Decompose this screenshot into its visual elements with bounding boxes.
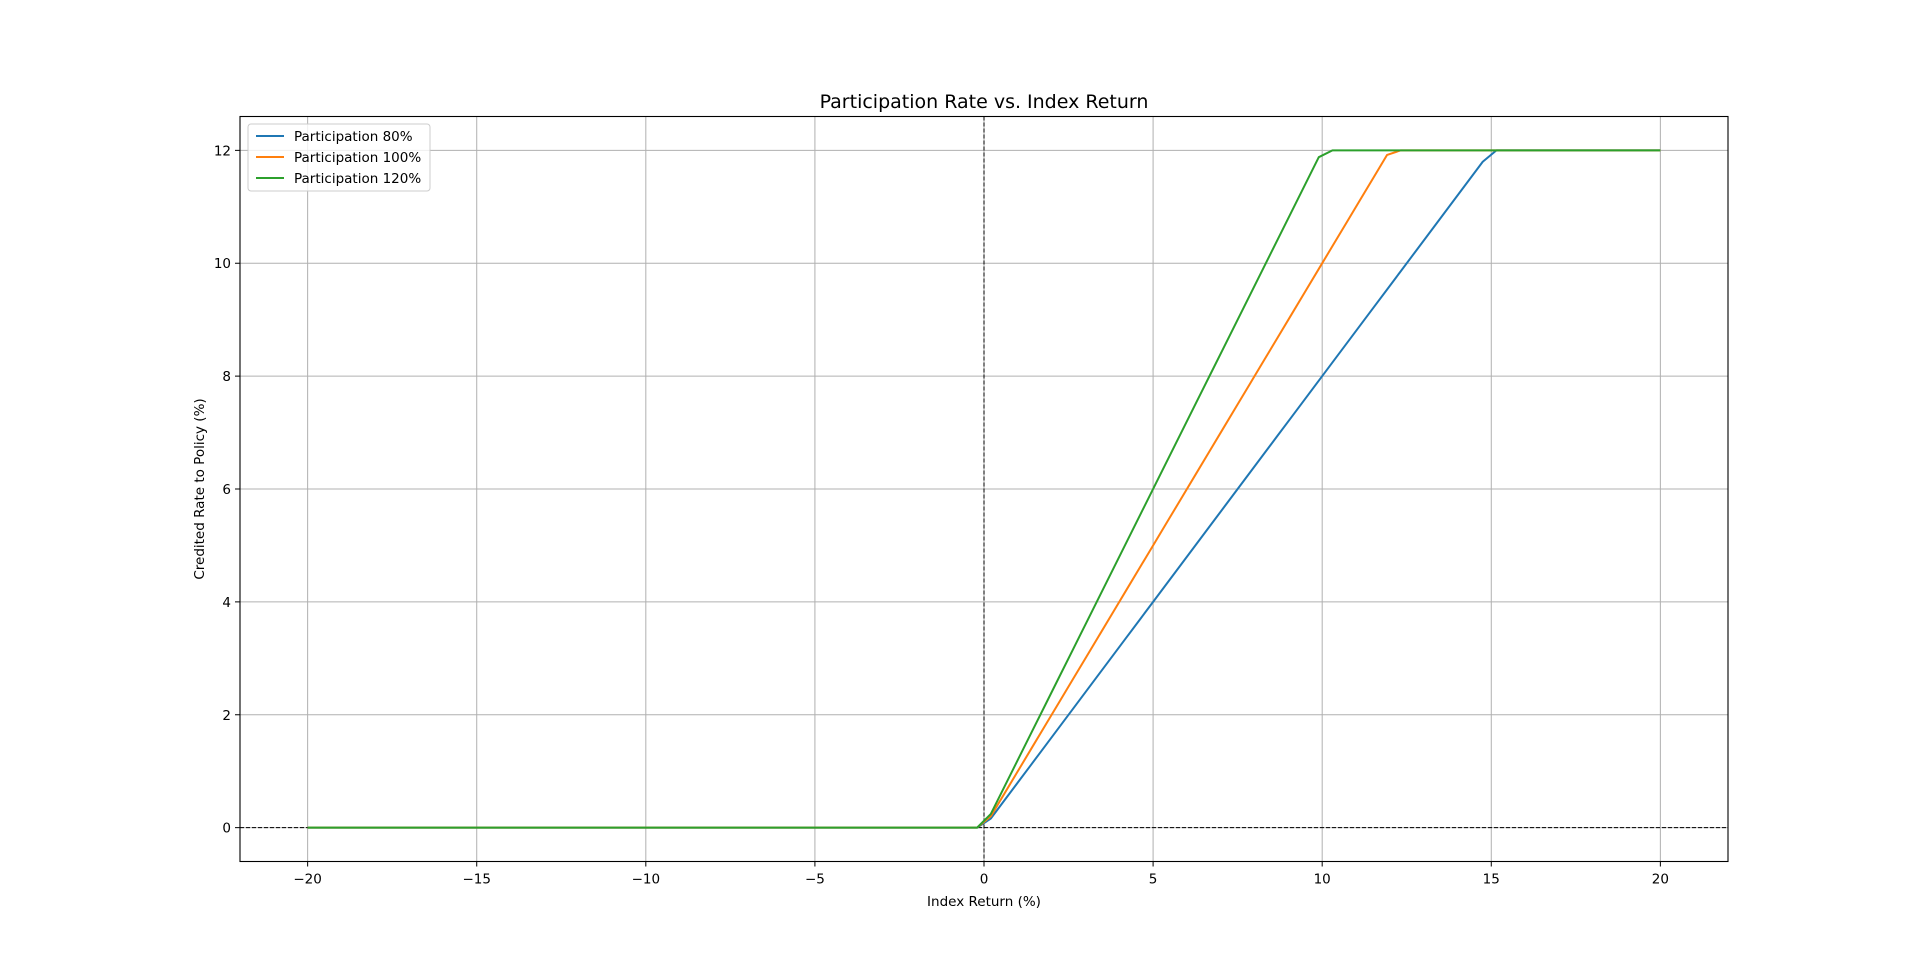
x-tick-label: 0 (980, 872, 989, 888)
x-tick-label: −5 (805, 872, 825, 888)
x-tick-label: 10 (1314, 872, 1331, 888)
x-axis-label: Index Return (%) (927, 894, 1041, 910)
y-tick-label: 12 (214, 143, 231, 159)
x-tick-label: −15 (462, 872, 491, 888)
x-tick-label: 15 (1483, 872, 1500, 888)
y-tick-label: 4 (222, 595, 231, 611)
legend-label: Participation 100% (294, 150, 421, 166)
series-lines (307, 149, 1661, 829)
y-tick-label: 8 (222, 369, 231, 385)
x-axis-ticks: −20 −15 −10 −5 0 5 10 15 20 (293, 861, 1669, 888)
y-tick-label: 0 (222, 821, 231, 837)
x-tick-label: 5 (1149, 872, 1158, 888)
x-tick-label: −10 (632, 872, 661, 888)
y-tick-label: 10 (214, 256, 231, 272)
series-line-participation-120 (307, 149, 1661, 829)
y-tick-label: 6 (222, 482, 231, 498)
x-tick-label: −20 (293, 872, 322, 888)
x-tick-label: 20 (1652, 872, 1669, 888)
legend-box (247, 123, 431, 192)
legend: Participation 80% Participation 100% Parti… (247, 123, 431, 192)
y-axis-label: Credited Rate to Policy (%) (192, 398, 208, 579)
y-tick-label: 2 (222, 708, 231, 724)
legend-entries: Participation 80% Participation 100% Parti… (256, 129, 421, 187)
legend-label: Participation 80% (294, 129, 413, 145)
chart-title: Participation Rate vs. Index Return (820, 91, 1149, 113)
y-axis-ticks: 0 2 4 6 8 10 12 (214, 143, 240, 837)
legend-label: Participation 120% (294, 171, 421, 187)
